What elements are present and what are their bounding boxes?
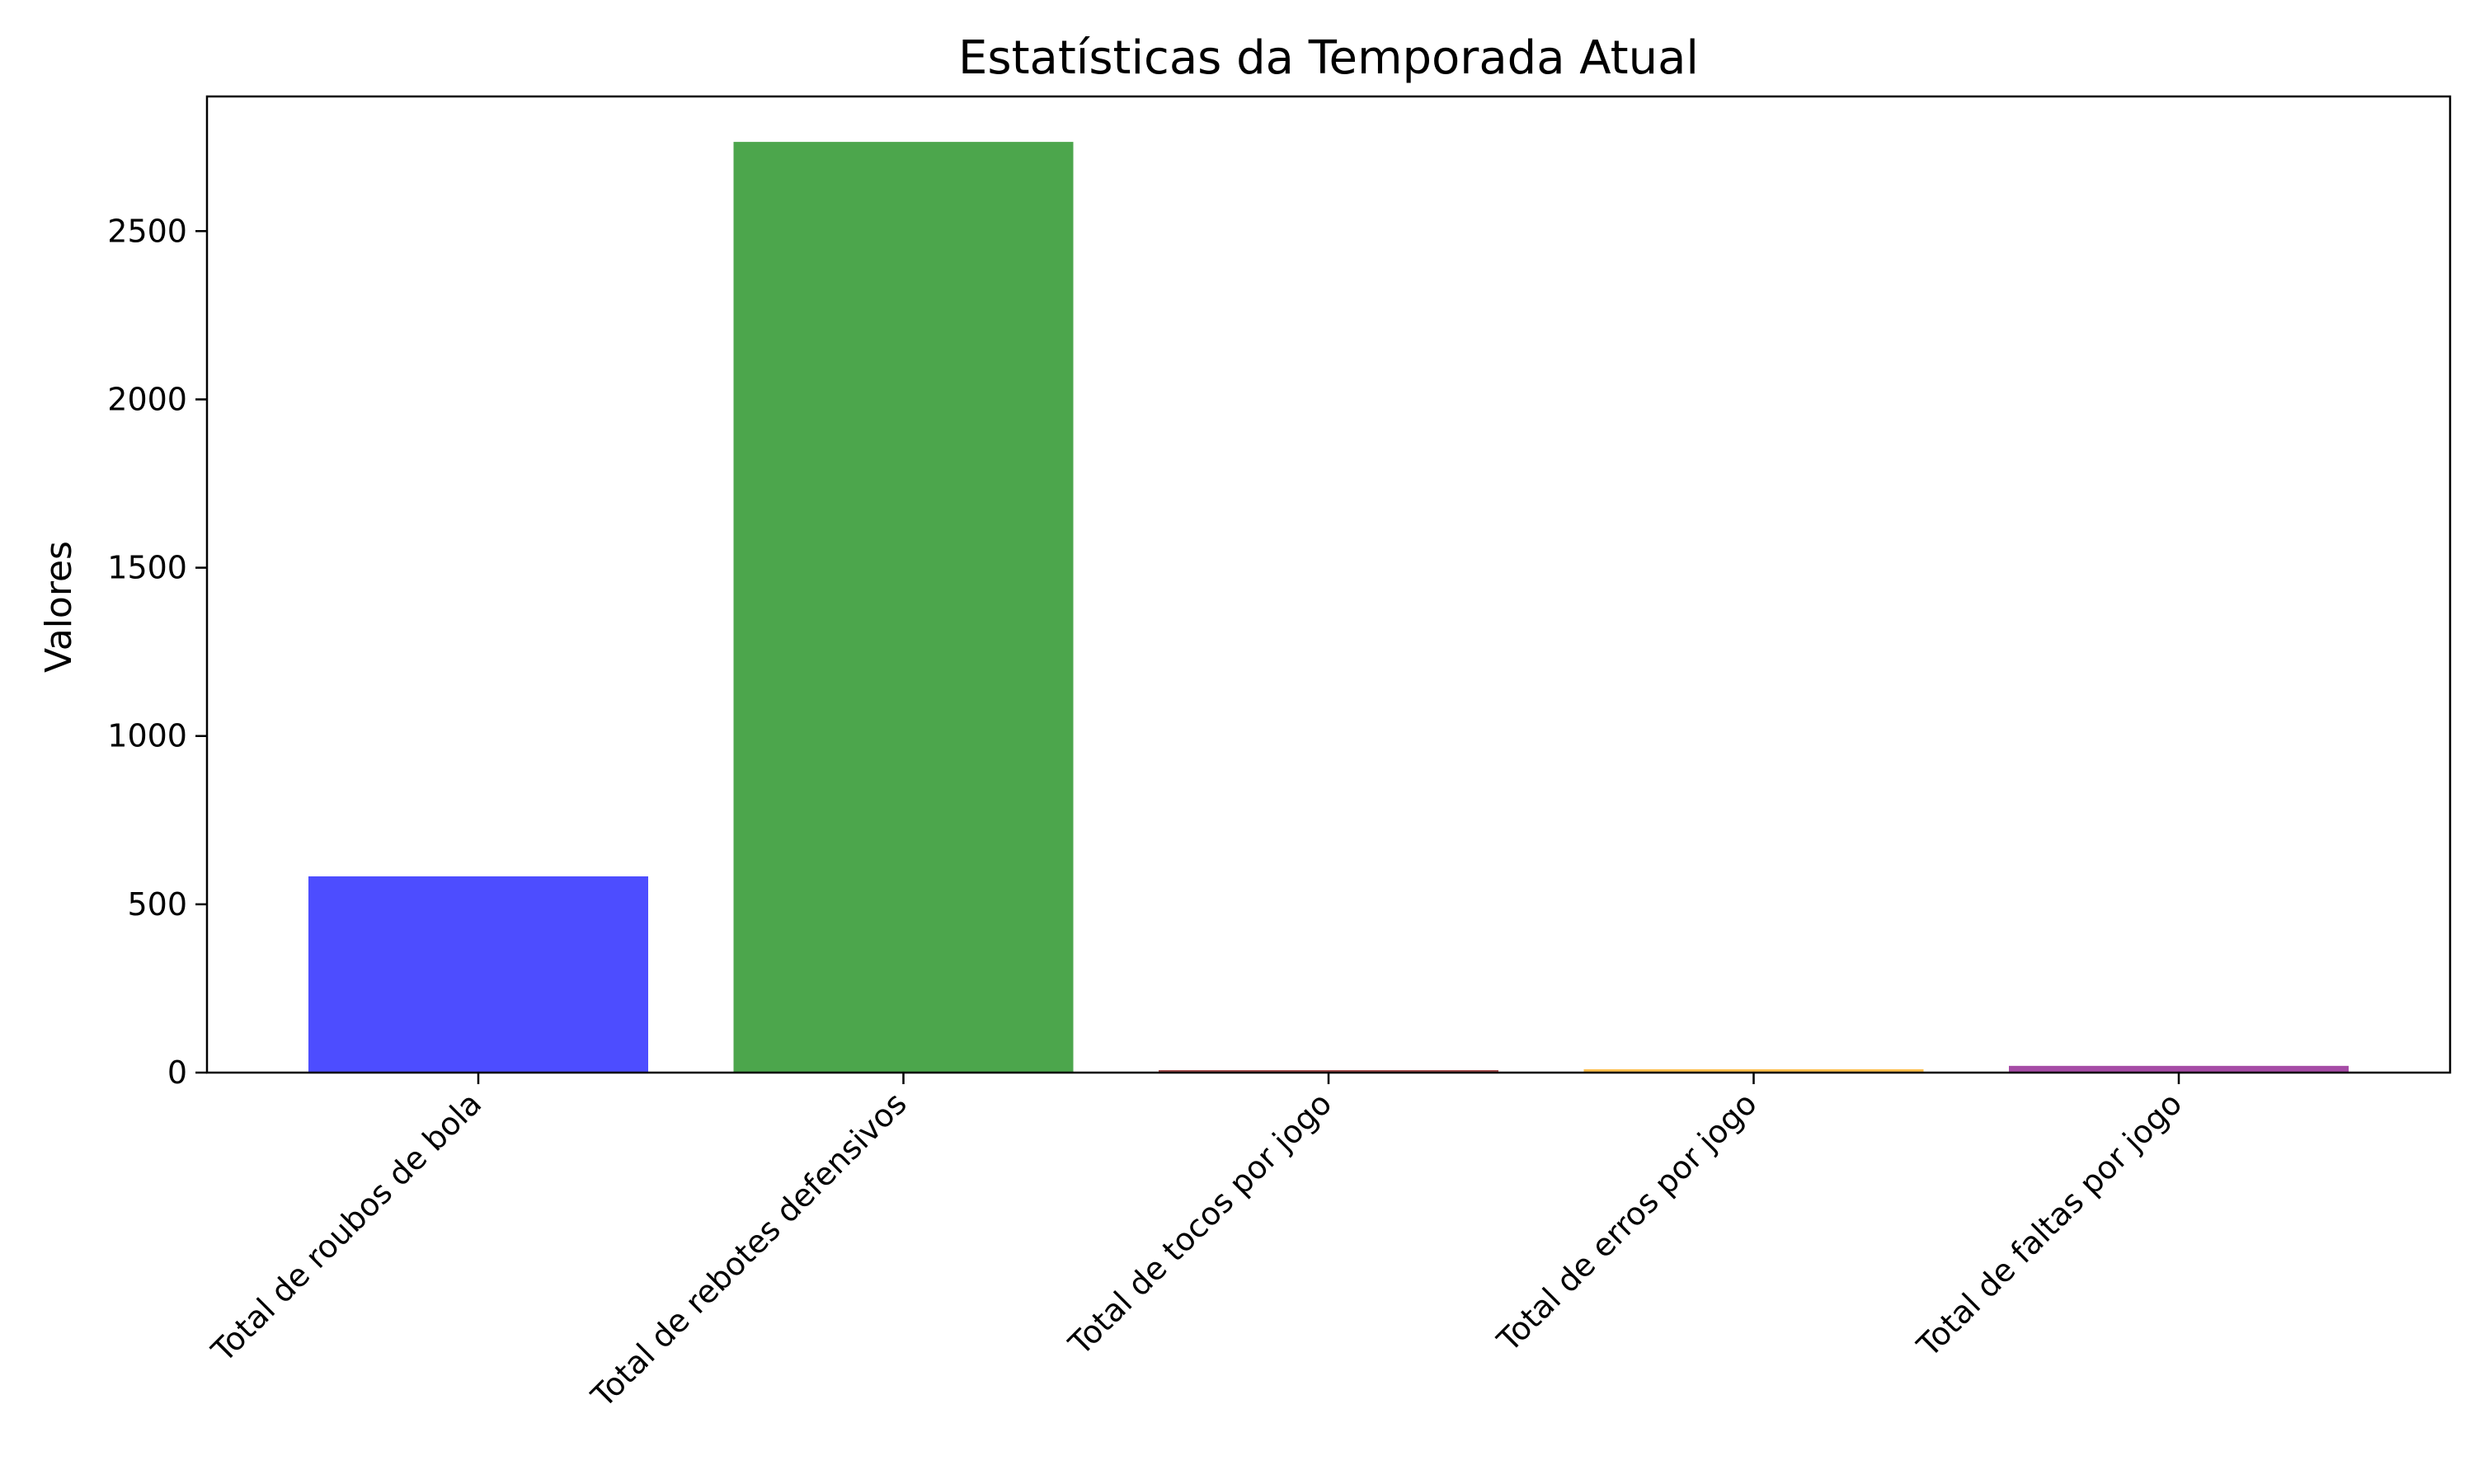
bar-3 — [1159, 1070, 1498, 1073]
bar-2 — [733, 142, 1074, 1073]
bars-group — [308, 142, 2349, 1073]
y-tick-label: 0 — [167, 1054, 187, 1091]
y-ticks-group: 0 500 1000 1500 2000 2500 — [107, 213, 207, 1091]
y-tick-label: 500 — [127, 886, 187, 923]
y-tick-label: 1500 — [107, 550, 187, 586]
y-tick-label: 1000 — [107, 718, 187, 754]
plot-frame — [205, 95, 2452, 1074]
bar-5 — [2009, 1065, 2349, 1073]
chart-title: Estatísticas da Temporada Atual — [958, 31, 1699, 85]
y-tick-label: 2500 — [107, 213, 187, 249]
y-tick-label: 2000 — [107, 381, 187, 417]
y-axis-label: Valores — [38, 541, 80, 673]
bar-1 — [308, 876, 648, 1073]
bar-4 — [1583, 1068, 1924, 1073]
